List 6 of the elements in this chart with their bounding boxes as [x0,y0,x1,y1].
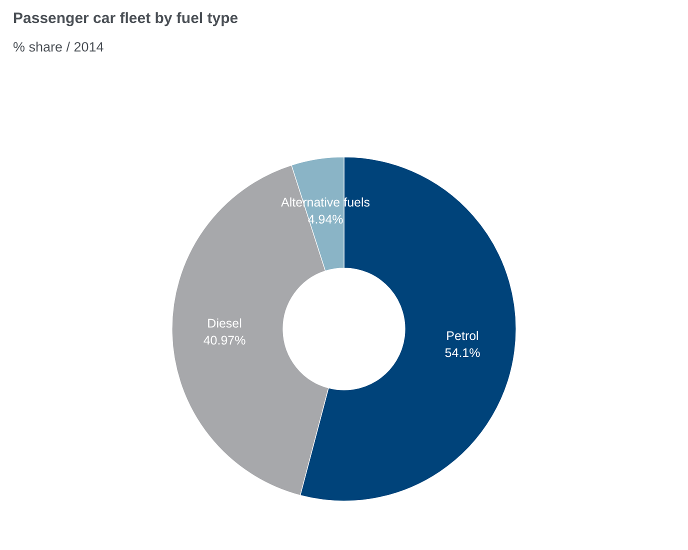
chart-title: Passenger car fleet by fuel type [13,10,238,27]
slice-label: Petrol [446,328,479,343]
data-label: 40.97% [203,334,246,348]
data-label: 54.1% [444,346,480,360]
text: % share / 2014 [13,40,104,54]
slice-label: Diesel [207,316,242,331]
